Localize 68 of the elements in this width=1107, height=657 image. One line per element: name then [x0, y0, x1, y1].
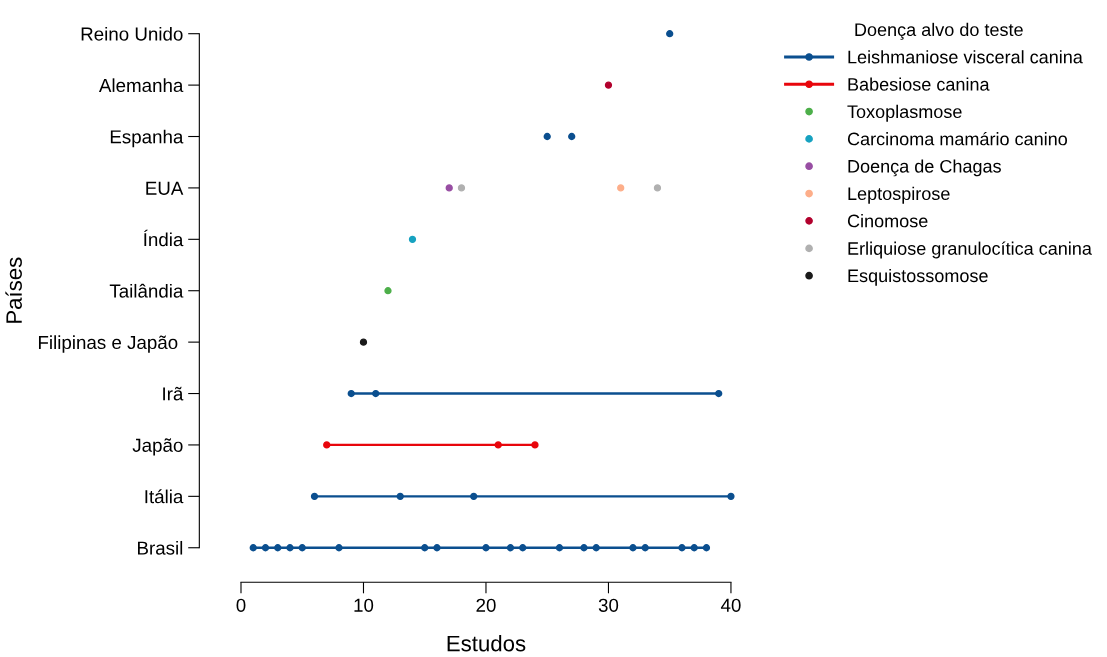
point	[335, 544, 343, 552]
y-tick-label: Espanha	[110, 129, 184, 148]
point	[690, 544, 698, 552]
point	[641, 544, 649, 552]
point	[408, 235, 417, 243]
legend-label: Erliquiose granulocítica canina	[848, 241, 1092, 259]
point	[519, 544, 527, 552]
y-tick-label: Tailândia	[109, 283, 184, 298]
y-axis-title: Países	[5, 257, 22, 323]
legend-title: Doença alvo do teste	[855, 22, 1023, 40]
point	[506, 544, 515, 552]
legend-label: Leishmaniose visceral canina	[848, 50, 1083, 64]
point	[470, 492, 478, 500]
y-tick-label: Reino Unido	[81, 26, 183, 41]
x-tick-label: 30	[598, 598, 619, 612]
point	[494, 441, 502, 449]
point	[457, 184, 466, 192]
point	[421, 544, 429, 552]
y-tick-label: Itália	[145, 489, 184, 504]
legend-label: Toxoplasmose	[847, 104, 962, 122]
point	[384, 287, 392, 295]
y-tick-label: Brasil	[138, 540, 183, 555]
legend-label: Babesiose canina	[848, 77, 990, 91]
point	[604, 81, 613, 89]
point	[396, 492, 404, 500]
legend-label: Carcinoma mamário canino	[847, 131, 1068, 146]
x-tick-label: 20	[476, 598, 496, 612]
y-tick-label: Japão	[132, 438, 183, 456]
point	[286, 544, 294, 552]
x-axis-title: Estudos	[447, 635, 526, 652]
point	[653, 184, 662, 192]
point	[323, 441, 331, 449]
x-tick-label: 0	[236, 598, 246, 612]
point	[433, 544, 441, 552]
y-tick-label: EUA	[146, 181, 184, 195]
point	[310, 492, 319, 500]
x-tick-label: 10	[354, 598, 374, 612]
point	[261, 544, 270, 552]
y-tick-label: Índia	[143, 229, 184, 247]
y-tick-label: Alemanha	[98, 78, 184, 93]
point	[347, 389, 355, 398]
point	[445, 184, 453, 192]
point	[678, 544, 686, 552]
legend-label: Cinomose	[847, 214, 928, 228]
point	[274, 544, 282, 552]
point	[543, 132, 551, 141]
point	[359, 338, 368, 346]
point	[592, 544, 600, 552]
point	[555, 544, 564, 552]
legend-label: Leptospirose	[848, 186, 950, 204]
point	[372, 389, 380, 398]
point	[482, 544, 490, 552]
point	[531, 441, 539, 449]
point	[249, 544, 257, 552]
point	[727, 492, 735, 500]
point	[666, 30, 674, 38]
point	[298, 544, 306, 552]
point	[617, 184, 625, 192]
point	[568, 132, 576, 141]
point	[629, 544, 637, 552]
legend-label: Doença de Chagas	[848, 159, 1001, 177]
point	[580, 544, 588, 552]
x-tick-label: 40	[720, 598, 741, 612]
point	[702, 544, 711, 552]
y-tick-label: Filipinas e Japão	[38, 335, 178, 353]
y-tick-label: Irã	[163, 386, 184, 401]
point	[715, 389, 723, 398]
legend-label: Esquistossomose	[848, 268, 988, 286]
